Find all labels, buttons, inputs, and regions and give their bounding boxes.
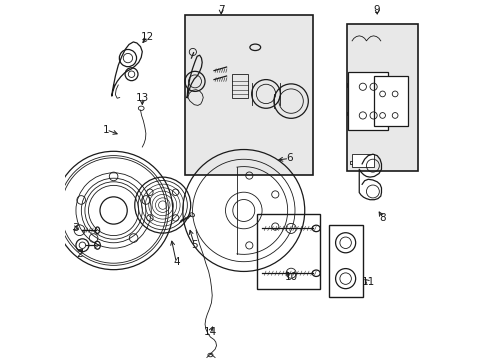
Text: 3: 3 bbox=[73, 224, 79, 233]
Bar bbox=[351, 154, 373, 167]
Bar bbox=[348, 72, 387, 130]
Text: 4: 4 bbox=[173, 257, 179, 267]
Bar bbox=[346, 24, 418, 171]
Text: 2: 2 bbox=[76, 248, 82, 258]
Text: 7: 7 bbox=[218, 5, 224, 15]
Bar bbox=[185, 15, 312, 175]
Text: 13: 13 bbox=[135, 93, 149, 103]
Bar bbox=[231, 74, 247, 98]
Text: 14: 14 bbox=[203, 327, 217, 337]
Text: 8: 8 bbox=[379, 213, 385, 222]
Text: 12: 12 bbox=[141, 32, 154, 41]
Text: 9: 9 bbox=[373, 5, 380, 15]
Bar bbox=[257, 214, 319, 289]
Bar bbox=[328, 225, 362, 297]
Text: 11: 11 bbox=[361, 277, 374, 287]
Text: 5: 5 bbox=[191, 239, 197, 249]
Bar bbox=[373, 76, 407, 126]
Text: 6: 6 bbox=[285, 153, 292, 163]
Text: 1: 1 bbox=[103, 125, 109, 135]
Text: 10: 10 bbox=[284, 272, 297, 282]
